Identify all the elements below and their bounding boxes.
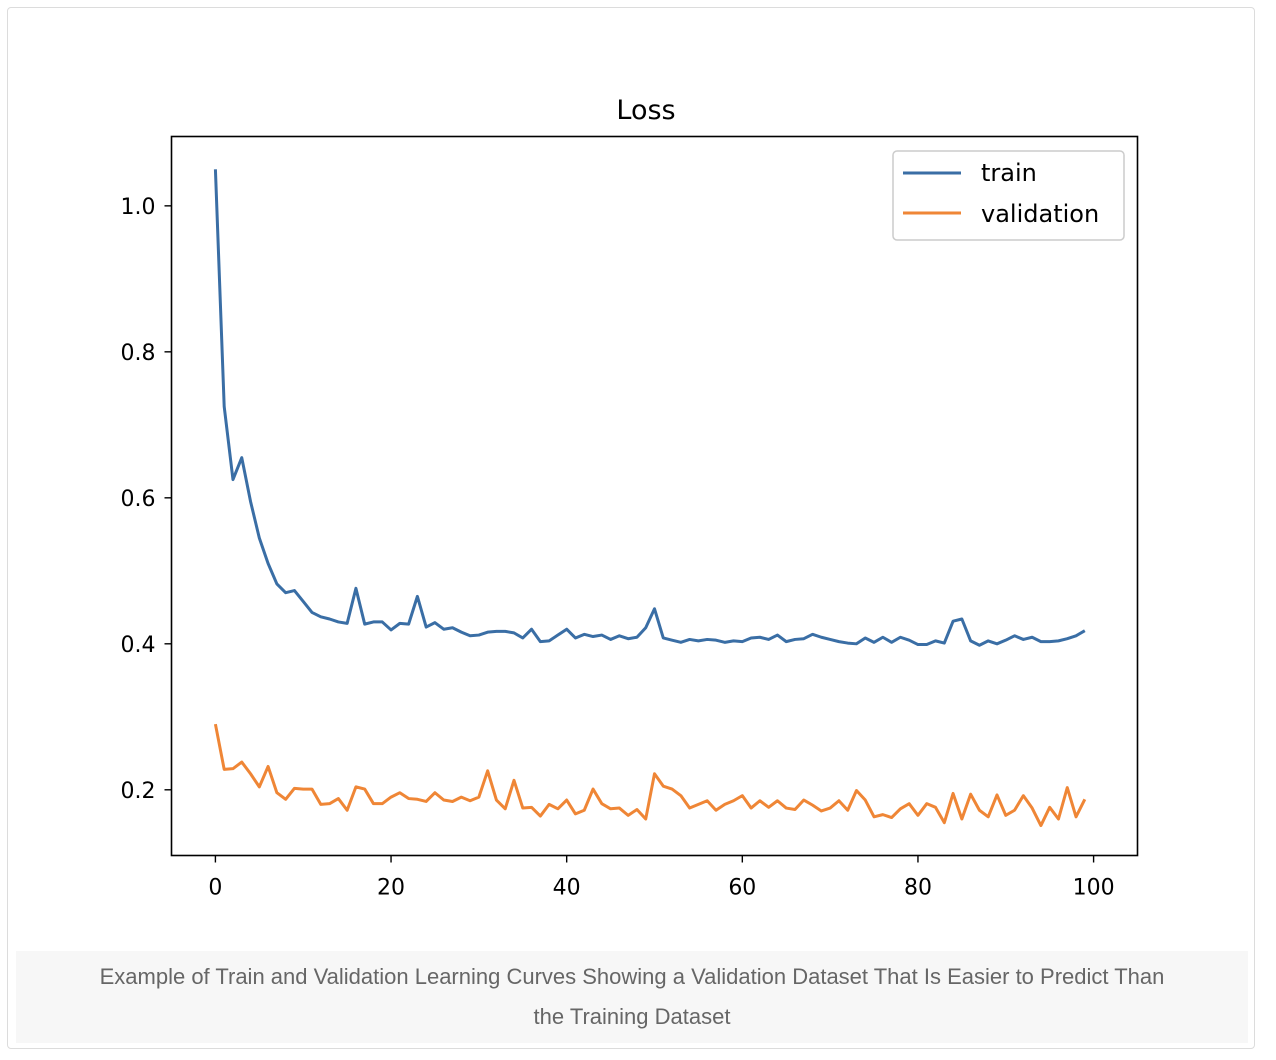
x-tick-label: 0 (208, 876, 222, 901)
legend: train validation (892, 150, 1125, 241)
y-tick-label: 1.0 (121, 195, 156, 220)
figure-card: Loss 0 20 40 60 80 100 0.2 0.4 0.6 0.8 1.0 train … (7, 7, 1255, 1049)
y-tick-label: 0.4 (121, 633, 156, 658)
y-tick-label: 0.8 (121, 341, 156, 366)
x-tick-label: 100 (1073, 876, 1115, 901)
loss-chart: Loss 0 20 40 60 80 100 0.2 0.4 0.6 0.8 1.0 train … (121, 95, 1139, 901)
x-tick-label: 60 (728, 876, 756, 901)
y-tick-label: 0.6 (121, 487, 156, 512)
x-tick-label: 40 (553, 876, 581, 901)
chart-title: Loss (616, 95, 675, 126)
figure-caption: Example of Train and Validation Learning… (16, 951, 1248, 1043)
series-line-validation (213, 723, 1087, 828)
x-tick-label: 20 (377, 876, 405, 901)
plot-area: Loss 0 20 40 60 80 100 0.2 0.4 0.6 0.8 1.0 train … (16, 16, 1248, 951)
y-axis-ticks: 0.2 0.4 0.6 0.8 1.0 (121, 195, 172, 804)
y-tick-label: 0.2 (121, 779, 156, 804)
series-line-train (213, 169, 1086, 647)
legend-train-label: train (981, 159, 1037, 187)
series-lines (213, 169, 1087, 828)
legend-validation-label: validation (981, 200, 1099, 228)
x-tick-label: 80 (904, 876, 932, 901)
x-axis-ticks: 0 20 40 60 80 100 (208, 855, 1115, 901)
caption-line-2: the Training Dataset (533, 1004, 731, 1029)
caption-line-1: Example of Train and Validation Learning… (99, 964, 1165, 989)
axes-frame (170, 135, 1139, 857)
